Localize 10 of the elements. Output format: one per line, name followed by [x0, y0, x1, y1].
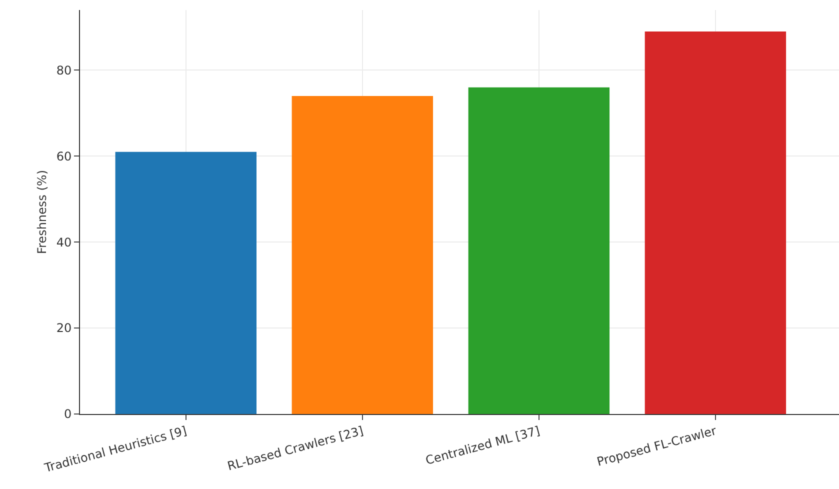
bar: [644, 31, 786, 414]
y-tick-label: 60: [56, 149, 72, 164]
y-tick-label: 0: [64, 407, 72, 422]
bar: [468, 87, 610, 414]
y-tick-label: 40: [56, 235, 72, 250]
bar: [115, 152, 257, 414]
y-tick-label: 80: [56, 63, 72, 78]
y-tick-label: 20: [56, 321, 72, 336]
bar: [292, 96, 434, 414]
y-axis-title: Freshness (%): [35, 170, 49, 254]
